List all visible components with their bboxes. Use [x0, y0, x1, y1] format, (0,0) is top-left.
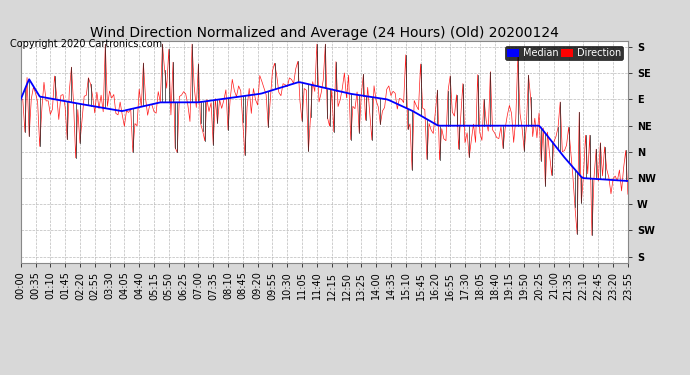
Text: Copyright 2020 Cartronics.com: Copyright 2020 Cartronics.com: [10, 39, 162, 50]
Legend: Median, Direction: Median, Direction: [505, 46, 623, 60]
Title: Wind Direction Normalized and Average (24 Hours) (Old) 20200124: Wind Direction Normalized and Average (2…: [90, 26, 559, 40]
